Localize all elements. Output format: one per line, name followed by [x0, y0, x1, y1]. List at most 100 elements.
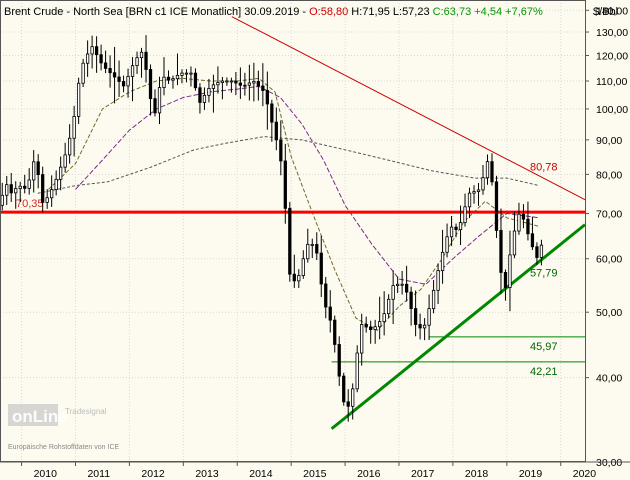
- candle-body-up: [373, 326, 377, 330]
- candle-body-down: [342, 375, 346, 403]
- candle-body-down: [23, 185, 27, 189]
- candle-body-up: [472, 191, 476, 194]
- y-tick-label: 60,00: [596, 254, 622, 266]
- candle-body-down: [103, 62, 108, 69]
- candle-body-down: [112, 72, 117, 78]
- x-tick-label: 2019: [519, 468, 543, 480]
- candle-body-up: [463, 206, 467, 223]
- y-tick-label: 40,00: [596, 373, 622, 385]
- candle-body-down: [279, 139, 283, 162]
- candle-body-down: [36, 161, 40, 175]
- candle-body-up: [355, 352, 359, 390]
- candle-body-down: [283, 160, 287, 209]
- candle-body-up: [90, 46, 94, 55]
- candle-body-down: [117, 76, 121, 82]
- candle-body-up: [139, 51, 144, 59]
- candle-body-down: [337, 344, 341, 377]
- candle-body-up: [449, 226, 454, 238]
- y-tick-label: 30,00: [596, 457, 622, 469]
- candle-body-up: [68, 137, 72, 156]
- candle-body-up: [85, 53, 90, 64]
- candle-body-up: [76, 82, 81, 117]
- candle-body-up: [431, 289, 436, 310]
- candle-body-up: [247, 82, 252, 86]
- candle-body-down: [41, 174, 45, 203]
- candle-body-up: [5, 184, 9, 196]
- support-trend-line: [330, 223, 586, 430]
- candle-body-down: [9, 184, 13, 194]
- candle-body-up: [382, 313, 386, 323]
- candle-body-down: [256, 81, 260, 87]
- x-tick-label: 2014: [249, 468, 273, 480]
- x-tick-label: 2010: [34, 468, 58, 480]
- candle-body-up: [175, 74, 180, 80]
- candle-body-down: [315, 244, 319, 254]
- header-change: +4,54: [474, 6, 502, 18]
- candle-body-up: [476, 189, 481, 192]
- candle-body-down: [288, 207, 292, 275]
- y-tick-label: 70,00: [596, 209, 622, 221]
- candle-body-up: [54, 178, 58, 190]
- y-axis: 30,00 40,00 50,00 60,00 70,00 80,00 90,00 100,0…: [585, 5, 628, 469]
- y-tick-label: 110,00: [596, 76, 627, 88]
- candle-body-down: [535, 246, 539, 258]
- candle-body-down: [369, 326, 373, 330]
- candle-body-down: [333, 319, 337, 345]
- candle-body-up: [157, 87, 162, 114]
- candle-body-down: [328, 306, 332, 321]
- candle-body-down: [364, 324, 368, 328]
- support-level-label: 42,21: [530, 366, 558, 378]
- candle-body-down: [108, 67, 112, 74]
- header-change-pct: +7,67%: [505, 6, 543, 18]
- y-tick-label: 50,00: [596, 307, 622, 319]
- candle-body-down: [319, 252, 323, 285]
- candle-body-down: [404, 283, 409, 293]
- candle-body-down: [243, 84, 247, 87]
- candle-body-down: [265, 90, 269, 105]
- trend-lines: 70,35 80,78 57,79 45,97 42,21: [0, 16, 586, 430]
- x-axis: 2010 2011 2012 2013 2014 2015 2016 2017 2018 2019…: [21, 462, 596, 480]
- candle-body-down: [530, 233, 535, 248]
- candle-body-down: [198, 87, 202, 103]
- candle-body-up: [0, 194, 4, 206]
- candle-body-up: [400, 283, 404, 286]
- candle-body-up: [387, 298, 391, 315]
- candle-body-down: [454, 226, 458, 230]
- candle-body-up: [63, 154, 67, 168]
- candle-body-down: [418, 324, 422, 329]
- candle-body-up: [229, 80, 234, 83]
- candle-body-up: [539, 244, 544, 258]
- source-text: Europäische Rohstoffdaten von ICE: [8, 444, 119, 451]
- candle-body-down: [499, 230, 503, 273]
- candle-body-up: [32, 161, 36, 181]
- candle-body-up: [202, 94, 207, 103]
- candle-body-up: [45, 197, 49, 203]
- candle-body-up: [225, 80, 229, 83]
- candle-body-up: [171, 78, 175, 81]
- y-tick-label: 90,00: [596, 135, 622, 147]
- candle-body-up: [27, 179, 31, 189]
- x-tick-label: 2017: [411, 468, 435, 480]
- candle-body-up: [360, 324, 364, 354]
- support-label: 57,79: [530, 267, 558, 279]
- candle-body-down: [261, 85, 265, 91]
- x-tick-label: 2013: [195, 468, 219, 480]
- candle-body-up: [216, 82, 220, 86]
- candle-body-up: [301, 258, 305, 276]
- candle-body-up: [189, 72, 193, 75]
- x-tick-label: 2018: [465, 468, 489, 480]
- candle-body-up: [391, 285, 395, 300]
- support-level-label: 45,97: [530, 341, 558, 353]
- candle-body-up: [517, 213, 521, 232]
- candle-body-up: [378, 321, 382, 328]
- x-tick-label: 2015: [303, 468, 327, 480]
- candle-body-down: [193, 72, 198, 89]
- candle-body-down: [94, 46, 99, 56]
- x-tick-label: 2012: [141, 468, 165, 480]
- header-high: H:71,95: [351, 6, 390, 18]
- candle-body-up: [310, 244, 314, 246]
- candle-body-down: [274, 121, 278, 141]
- candle-body-down: [292, 273, 296, 282]
- horizontal-level-label: 70,35: [16, 198, 44, 210]
